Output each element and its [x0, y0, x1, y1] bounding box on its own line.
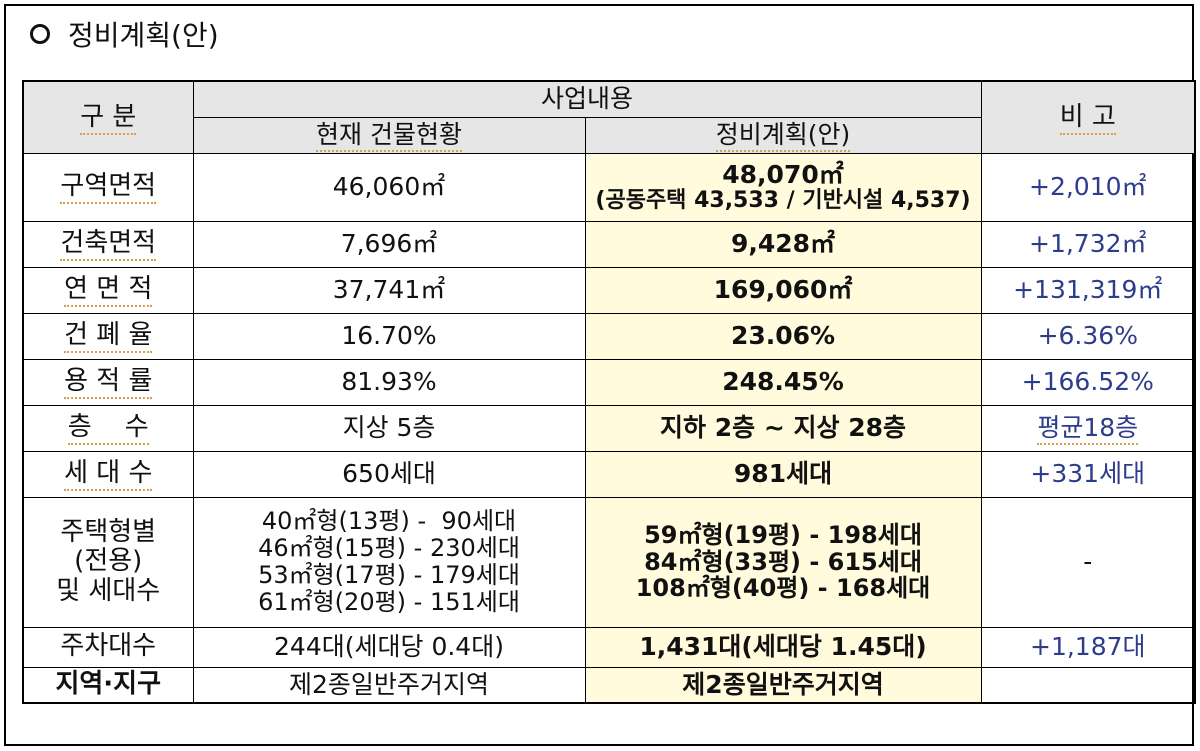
- current-value: 지상 5층: [192, 404, 586, 452]
- table-row: 주택형별 (전용) 및 세대수 40㎡형(13평) - 90세대 46㎡형(15…: [22, 496, 1196, 628]
- plan-value: 48,070㎡ (공동주택 43,533 / 기반시설 4,537): [584, 152, 982, 222]
- remarks-value: +166.52%: [980, 358, 1196, 406]
- housing-type-label: 주택형별 (전용) 및 세대수: [22, 496, 194, 628]
- redevelopment-plan-table: 구 분 사업내용 비 고 현재 건물현황 정비계획(안) 구역면적 46,060…: [22, 80, 1197, 704]
- table-row: 용 적 률 81.93% 248.45% +166.52%: [22, 358, 1196, 406]
- plan-detail: (공동주택 43,533 / 기반시설 4,537): [595, 187, 971, 213]
- housing-plan-list: 59㎡형(19평) - 198세대 84㎡형(33평) - 615세대 108㎡…: [584, 496, 982, 628]
- table-row: 구역면적 46,060㎡ 48,070㎡ (공동주택 43,533 / 기반시설…: [22, 152, 1196, 222]
- row-label: 세 대 수: [22, 450, 194, 498]
- table-row: 연 면 적 37,741㎡ 169,060㎡ +131,319㎡: [22, 266, 1196, 314]
- section-heading: 정비계획(안): [30, 14, 219, 54]
- current-value: 7,696㎡: [192, 220, 586, 268]
- remarks-value: 평균18층: [980, 404, 1196, 452]
- row-label: 건 폐 율: [22, 312, 194, 360]
- circle-bullet-icon: [30, 24, 50, 44]
- row-label: 구역면적: [22, 152, 194, 222]
- current-value: 제2종일반주거지역: [192, 666, 586, 704]
- current-value: 16.70%: [192, 312, 586, 360]
- current-value: 244대(세대당 0.4대): [192, 626, 586, 668]
- list-item: 40㎡형(13평) - 90세대: [261, 507, 517, 536]
- plan-value: 지하 2층 ~ 지상 28층: [584, 404, 982, 452]
- header-category: 구 분: [22, 80, 194, 154]
- row-label: 건축면적: [22, 220, 194, 268]
- housing-remarks: -: [980, 496, 1196, 628]
- table-row: 지역·지구 제2종일반주거지역 제2종일반주거지역: [22, 666, 1196, 704]
- section-heading-text: 정비계획(안): [68, 19, 219, 52]
- current-value: 81.93%: [192, 358, 586, 406]
- header-current: 현재 건물현황: [192, 116, 586, 154]
- list-item: 61㎡형(20평) - 151세대: [258, 587, 520, 616]
- remarks-value: +2,010㎡: [980, 152, 1196, 222]
- remarks-value: +1,187대: [980, 626, 1196, 668]
- remarks-value: +331세대: [980, 450, 1196, 498]
- remarks-value: +131,319㎡: [980, 266, 1196, 314]
- header-remarks: 비 고: [980, 80, 1196, 154]
- table-row: 건축면적 7,696㎡ 9,428㎡ +1,732㎡: [22, 220, 1196, 268]
- row-label: 용 적 률: [22, 358, 194, 406]
- row-label: 지역·지구: [22, 666, 194, 704]
- housing-current-list: 40㎡형(13평) - 90세대 46㎡형(15평) - 230세대 53㎡형(…: [192, 496, 586, 628]
- plan-value: 제2종일반주거지역: [584, 666, 982, 704]
- row-label: 연 면 적: [22, 266, 194, 314]
- row-label: 주차대수: [22, 626, 194, 668]
- remarks-value: [980, 666, 1196, 704]
- list-item: 59㎡형(19평) - 198세대: [644, 520, 922, 549]
- current-value: 37,741㎡: [192, 266, 586, 314]
- table-row: 주차대수 244대(세대당 0.4대) 1,431대(세대당 1.45대) +1…: [22, 626, 1196, 668]
- header-business: 사업내용: [192, 80, 982, 118]
- list-item: 84㎡형(33평) - 615세대: [644, 547, 922, 576]
- list-item: 46㎡형(15평) - 230세대: [258, 534, 520, 563]
- list-item: 53㎡형(17평) - 179세대: [258, 561, 520, 589]
- row-label: 층 수: [22, 404, 194, 452]
- plan-value: 248.45%: [584, 358, 982, 406]
- plan-value: 1,431대(세대당 1.45대): [584, 626, 982, 668]
- current-value: 650세대: [192, 450, 586, 498]
- table-row: 세 대 수 650세대 981세대 +331세대: [22, 450, 1196, 498]
- plan-value: 169,060㎡: [584, 266, 982, 314]
- plan-value: 9,428㎡: [584, 220, 982, 268]
- plan-value: 23.06%: [584, 312, 982, 360]
- current-value: 46,060㎡: [192, 152, 586, 222]
- header-plan: 정비계획(안): [584, 116, 982, 154]
- list-item: 108㎡형(40평) - 168세대: [635, 574, 931, 603]
- remarks-value: +1,732㎡: [980, 220, 1196, 268]
- remarks-value: +6.36%: [980, 312, 1196, 360]
- table-row: 건 폐 율 16.70% 23.06% +6.36%: [22, 312, 1196, 360]
- table-row: 층 수 지상 5층 지하 2층 ~ 지상 28층 평균18층: [22, 404, 1196, 452]
- plan-value: 981세대: [584, 450, 982, 498]
